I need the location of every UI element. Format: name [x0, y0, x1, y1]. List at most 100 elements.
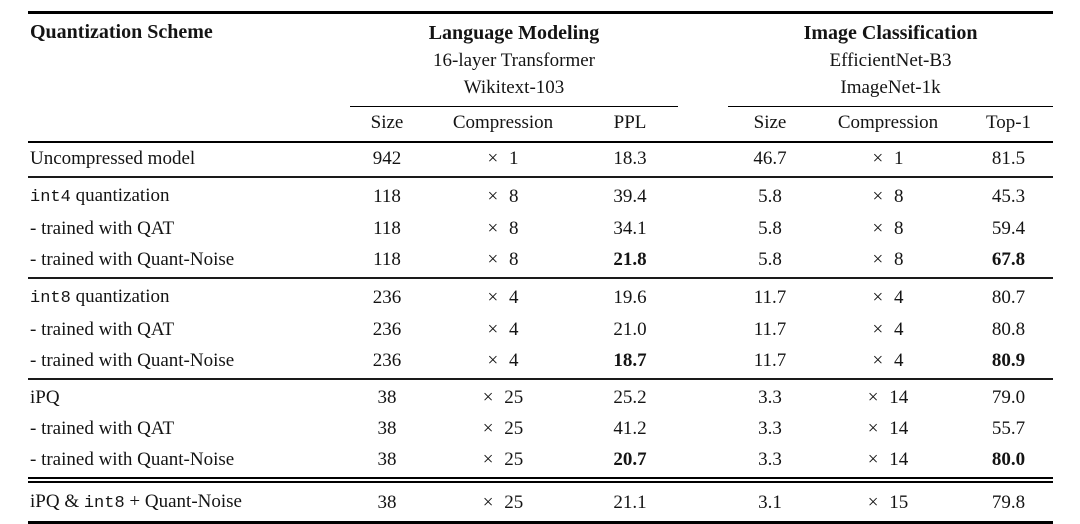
column-gap-cell	[678, 213, 728, 244]
group-subtitle-dataset: Wikitext-103	[463, 77, 565, 98]
lm-compression-value: × 8	[424, 176, 582, 213]
ic-top1-value: 80.7	[964, 277, 1054, 314]
group-subtitle-model: EfficientNet-B3	[829, 50, 952, 71]
row-label-text: quantization	[70, 185, 170, 206]
lm-size-value: 118	[373, 218, 401, 239]
ic-size-value: 5.8	[728, 176, 812, 213]
row-label-text: - trained with Quant-Noise	[30, 249, 235, 270]
ic-compression-value: × 14	[867, 418, 909, 439]
row-label: - trained with QAT	[28, 213, 350, 244]
row-label: - trained with Quant-Noise	[28, 244, 350, 278]
ic-top1-value: 67.8	[991, 249, 1026, 270]
column-header-ic-top1: Top-1	[964, 106, 1054, 143]
column-gap-cell	[678, 378, 728, 413]
lm-size-value: 942	[372, 148, 402, 169]
ic-compression-value: × 14	[867, 449, 909, 470]
column-gap-cell	[678, 444, 728, 480]
column-gap-cell	[678, 176, 728, 213]
column-gap-cell	[678, 413, 728, 444]
group-title-language-modeling: Language Modeling	[428, 22, 600, 44]
ic-top1-value: 81.5	[991, 148, 1026, 169]
lm-compression-value: × 4	[424, 277, 582, 314]
lm-compression-value: × 25	[482, 449, 524, 470]
ic-size-value: 11.7	[753, 319, 787, 340]
row-label-text: Uncompressed model	[30, 148, 196, 169]
group-header-image-classification: Image Classification EfficientNet-B3 Ima…	[728, 12, 1054, 107]
ic-compression-value: × 14	[812, 378, 964, 413]
ic-compression-value: × 4	[872, 350, 904, 371]
ic-compression-value: × 4	[812, 277, 964, 314]
ic-top1-value: 45.3	[964, 176, 1054, 213]
row-label-text: iPQ	[30, 387, 60, 408]
lm-ppl-value: 18.7	[613, 350, 647, 371]
lm-ppl-value: 41.2	[613, 418, 647, 439]
row-label-text: - trained with QAT	[30, 319, 175, 340]
row-label-code: int4	[30, 188, 71, 207]
ic-size-value: 3.3	[758, 449, 782, 470]
row-label-text: - trained with Quant-Noise	[30, 449, 235, 470]
column-header-ic-compression: Compression	[812, 106, 964, 143]
column-gap-cell	[678, 277, 728, 314]
quantization-results-table: Quantization Scheme Language Modeling 16…	[28, 11, 1054, 524]
lm-size-value: 38	[350, 378, 424, 413]
column-header-lm-compression: Compression	[424, 106, 582, 143]
ic-top1-value: 59.4	[991, 218, 1026, 239]
row-label: - trained with Quant-Noise	[28, 444, 350, 480]
ic-compression-value: × 8	[872, 218, 904, 239]
table-row-int4-0: int4 quantization 118 × 8 39.4 5.8 × 8 45.3	[28, 176, 1054, 213]
group-subtitle-model: 16-layer Transformer	[433, 50, 595, 71]
lm-ppl-value: 39.4	[582, 176, 678, 213]
ic-top1-value: 80.8	[991, 319, 1026, 340]
ic-compression-value: × 1	[872, 148, 904, 169]
table-row-int8-1: - trained with QAT 236 × 4 21.0 11.7 × 4 80.8	[28, 314, 1053, 345]
row-label: iPQ & int8 + Quant-Noise	[28, 477, 350, 523]
ic-size-value: 5.8	[758, 249, 782, 270]
lm-size-value: 118	[350, 176, 424, 213]
lm-ppl-value: 25.2	[582, 378, 678, 413]
column-header-ic-size: Size	[728, 106, 812, 143]
ic-top1-value: 55.7	[991, 418, 1026, 439]
column-header-lm-size: Size	[350, 106, 424, 143]
lm-ppl-value: 18.3	[613, 148, 647, 169]
lm-size-value: 236	[372, 350, 402, 371]
table-row-int8-2: - trained with Quant-Noise 236 × 4 18.7 11.7…	[28, 345, 1053, 379]
column-gap-cell	[678, 345, 728, 379]
row-label-code: int8	[30, 289, 71, 308]
row-label-text: - trained with QAT	[30, 418, 175, 439]
ic-compression-value: × 8	[812, 176, 964, 213]
table-row-int8-0: int8 quantization 236 × 4 19.6 11.7 × 4 80.7	[28, 277, 1054, 314]
table-row-combined-0: iPQ & int8 + Quant-Noise 38 × 25 21.1 3.1 × 1…	[28, 477, 1054, 523]
lm-compression-value: × 8	[487, 218, 519, 239]
lm-ppl-value: 21.1	[582, 477, 678, 523]
row-label-text: iPQ &	[30, 491, 84, 512]
column-header-lm-ppl: PPL	[582, 106, 678, 143]
subheader-row: Size Compression PPL Size Compression To…	[28, 106, 1054, 143]
lm-size-value: 236	[350, 277, 424, 314]
lm-compression-value: × 4	[487, 319, 519, 340]
lm-size-value: 38	[377, 449, 397, 470]
row-label: int4 quantization	[28, 176, 350, 213]
row-label: - trained with QAT	[28, 314, 350, 345]
row-label: - trained with Quant-Noise	[28, 345, 350, 379]
lm-size-value: 38	[350, 477, 424, 523]
ic-top1-value: 79.8	[964, 477, 1054, 523]
table-row-ipq-1: - trained with QAT 38 × 25 41.2 3.3 × 14 55.7	[28, 413, 1053, 444]
column-gap	[678, 12, 728, 143]
lm-compression-value: × 8	[487, 249, 519, 270]
column-gap-cell	[678, 314, 728, 345]
row-label: Uncompressed model	[28, 142, 350, 177]
row-label-text: quantization	[70, 286, 170, 307]
row-label-text: - trained with QAT	[30, 218, 175, 239]
table-row-ipq-2: - trained with Quant-Noise 38 × 25 20.7 3.3 ×…	[28, 444, 1053, 480]
lm-compression-value: × 25	[424, 378, 582, 413]
row-label-text: + Quant-Noise	[124, 491, 242, 512]
group-title-image-classification: Image Classification	[803, 22, 978, 44]
ic-size-value: 3.1	[728, 477, 812, 523]
lm-ppl-value: 34.1	[613, 218, 647, 239]
lm-ppl-value: 20.7	[613, 449, 647, 470]
lm-compression-value: × 1	[487, 148, 519, 169]
row-label: iPQ	[28, 378, 350, 413]
ic-top1-value: 79.0	[964, 378, 1054, 413]
lm-compression-value: × 4	[487, 350, 519, 371]
